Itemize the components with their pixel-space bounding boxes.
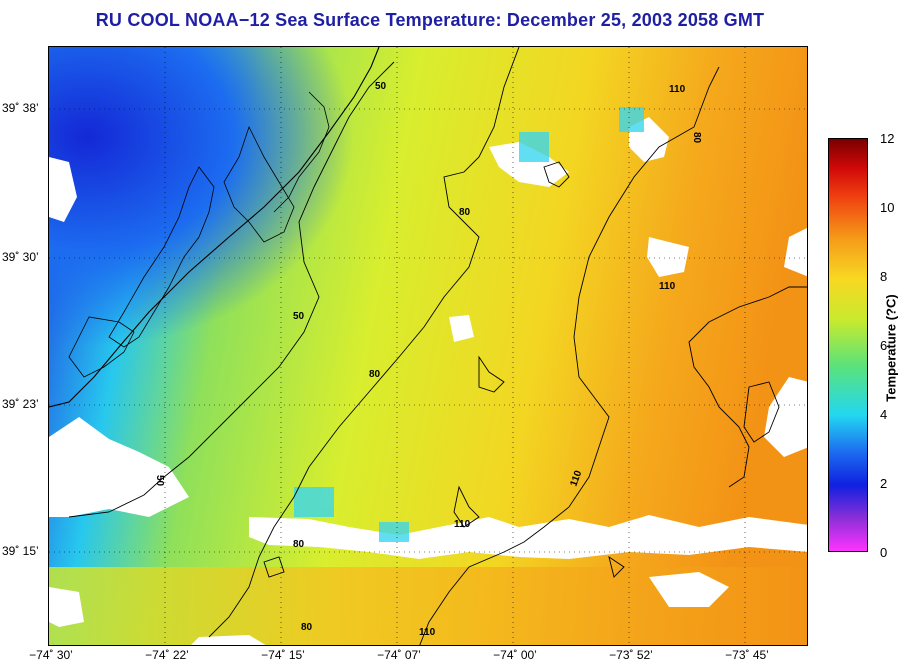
contour-label: 110 — [669, 84, 686, 95]
longitude-label: −73˚ 45’ — [725, 648, 769, 662]
latitude-label: 39˚ 23’ — [2, 397, 39, 411]
longitude-label: −74˚ 30’ — [29, 648, 73, 662]
contour-label: 80 — [691, 132, 702, 144]
colorbar-tick: 0 — [880, 545, 888, 560]
contour-label: 50 — [154, 475, 165, 487]
contour-labels: 50 50 50 80 80 80 80 110 110 110 110 110… — [154, 81, 702, 638]
contour-label: 80 — [369, 369, 381, 380]
coastline — [49, 47, 380, 408]
colorbar-gradient — [829, 139, 867, 551]
temperature-colorbar — [828, 138, 868, 552]
contour-label: 110 — [454, 519, 471, 530]
contour-label: 110 — [568, 469, 584, 488]
longitude-label: −74˚ 00’ — [493, 648, 537, 662]
bay-outline — [273, 91, 330, 213]
contour-label: 80 — [293, 539, 305, 550]
sst-map-canvas: 50 50 50 80 80 80 80 110 110 110 110 110… — [49, 47, 807, 645]
colorbar-tick: 6 — [880, 338, 888, 353]
map-title: RU COOL NOAA−12 Sea Surface Temperature:… — [95, 10, 765, 30]
colorbar-title: Temperature (?C) — [883, 294, 899, 402]
cloud-gaps — [49, 117, 807, 645]
latitude-label: 39˚ 30’ — [2, 250, 39, 264]
colorbar-tick: 12 — [880, 131, 895, 146]
longitude-label: −74˚ 22’ — [145, 648, 189, 662]
contour-label: 110 — [659, 281, 676, 292]
colorbar-tick: 2 — [880, 476, 888, 491]
graticule — [49, 47, 807, 645]
colorbar-tick: 10 — [880, 200, 895, 215]
cool-patches — [294, 107, 644, 542]
longitude-label: −74˚ 15’ — [261, 648, 305, 662]
barrier-islands — [68, 125, 295, 378]
latitude-label: 39˚ 15’ — [2, 544, 39, 558]
longitude-label: −73˚ 52’ — [609, 648, 653, 662]
contour-label: 110 — [419, 627, 436, 638]
colorbar-tick: 4 — [880, 407, 888, 422]
bathymetry-contours — [68, 47, 807, 645]
contour-label: 50 — [375, 81, 387, 92]
contour-label: 80 — [459, 207, 471, 218]
contour-label: 50 — [293, 311, 305, 322]
latitude-label: 39˚ 38’ — [2, 101, 39, 115]
colorbar-tick: 8 — [880, 269, 888, 284]
longitude-label: −74˚ 07’ — [377, 648, 421, 662]
sst-map: 50 50 50 80 80 80 80 110 110 110 110 110… — [48, 46, 808, 646]
contour-label: 80 — [301, 622, 313, 633]
